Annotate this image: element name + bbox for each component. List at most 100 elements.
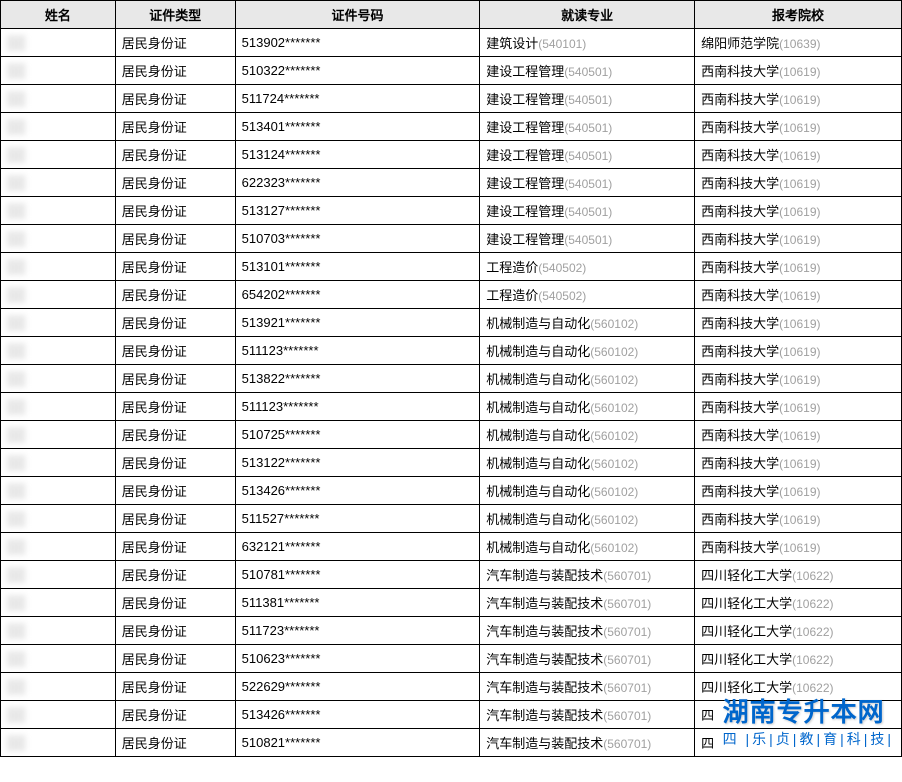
cell-major: 机械制造与自动化(560102)	[480, 505, 695, 533]
cell-major: 建筑设计(540101)	[480, 29, 695, 57]
cell-id-type: 居民身份证	[115, 421, 235, 449]
cell-id-number: 654202*******	[235, 281, 480, 309]
cell-id-type: 居民身份证	[115, 645, 235, 673]
cell-school: 四	[695, 701, 902, 729]
table-row: ██居民身份证513921*******机械制造与自动化(560102)西南科技…	[1, 309, 902, 337]
cell-name: ██	[1, 533, 116, 561]
cell-school: 西南科技大学(10619)	[695, 113, 902, 141]
cell-id-type: 居民身份证	[115, 701, 235, 729]
cell-id-number: 511123*******	[235, 393, 480, 421]
cell-major: 建设工程管理(540501)	[480, 169, 695, 197]
cell-id-type: 居民身份证	[115, 57, 235, 85]
cell-id-number: 510821*******	[235, 729, 480, 757]
table-row: ██居民身份证510725*******机械制造与自动化(560102)西南科技…	[1, 421, 902, 449]
header-type: 证件类型	[115, 1, 235, 29]
cell-name: ██	[1, 673, 116, 701]
cell-major: 机械制造与自动化(560102)	[480, 337, 695, 365]
cell-major: 建设工程管理(540501)	[480, 197, 695, 225]
cell-school: 四川轻化工大学(10622)	[695, 673, 902, 701]
cell-id-number: 513124*******	[235, 141, 480, 169]
table-row: ██居民身份证513902*******建筑设计(540101)绵阳师范学院(1…	[1, 29, 902, 57]
cell-id-type: 居民身份证	[115, 449, 235, 477]
cell-school: 西南科技大学(10619)	[695, 85, 902, 113]
cell-major: 汽车制造与装配技术(560701)	[480, 729, 695, 757]
cell-id-number: 513101*******	[235, 253, 480, 281]
roster-table: 姓名 证件类型 证件号码 就读专业 报考院校 ██居民身份证513902****…	[0, 0, 902, 757]
cell-school: 四川轻化工大学(10622)	[695, 561, 902, 589]
cell-id-type: 居民身份证	[115, 393, 235, 421]
cell-name: ██	[1, 589, 116, 617]
cell-id-type: 居民身份证	[115, 673, 235, 701]
cell-school: 绵阳师范学院(10639)	[695, 29, 902, 57]
cell-name: ██	[1, 197, 116, 225]
cell-school: 西南科技大学(10619)	[695, 281, 902, 309]
cell-id-number: 510703*******	[235, 225, 480, 253]
cell-name: ██	[1, 365, 116, 393]
cell-id-type: 居民身份证	[115, 561, 235, 589]
cell-id-number: 510725*******	[235, 421, 480, 449]
cell-school: 西南科技大学(10619)	[695, 505, 902, 533]
cell-id-type: 居民身份证	[115, 85, 235, 113]
cell-major: 建设工程管理(540501)	[480, 57, 695, 85]
cell-name: ██	[1, 729, 116, 757]
cell-school: 西南科技大学(10619)	[695, 225, 902, 253]
cell-school: 西南科技大学(10619)	[695, 141, 902, 169]
cell-school: 西南科技大学(10619)	[695, 309, 902, 337]
cell-name: ██	[1, 309, 116, 337]
table-row: ██居民身份证511123*******机械制造与自动化(560102)西南科技…	[1, 337, 902, 365]
cell-id-type: 居民身份证	[115, 617, 235, 645]
header-major: 就读专业	[480, 1, 695, 29]
table-row: ██居民身份证511123*******机械制造与自动化(560102)西南科技…	[1, 393, 902, 421]
cell-school: 四川轻化工大学(10622)	[695, 645, 902, 673]
cell-id-type: 居民身份证	[115, 197, 235, 225]
header-name: 姓名	[1, 1, 116, 29]
cell-major: 建设工程管理(540501)	[480, 225, 695, 253]
cell-id-number: 511724*******	[235, 85, 480, 113]
cell-name: ██	[1, 253, 116, 281]
cell-id-type: 居民身份证	[115, 533, 235, 561]
cell-major: 机械制造与自动化(560102)	[480, 309, 695, 337]
cell-major: 机械制造与自动化(560102)	[480, 449, 695, 477]
cell-id-number: 510322*******	[235, 57, 480, 85]
cell-major: 机械制造与自动化(560102)	[480, 421, 695, 449]
table-row: ██居民身份证513101*******工程造价(540502)西南科技大学(1…	[1, 253, 902, 281]
cell-major: 汽车制造与装配技术(560701)	[480, 589, 695, 617]
cell-id-type: 居民身份证	[115, 477, 235, 505]
header-school: 报考院校	[695, 1, 902, 29]
cell-name: ██	[1, 281, 116, 309]
table-row: ██居民身份证513122*******机械制造与自动化(560102)西南科技…	[1, 449, 902, 477]
cell-id-number: 511123*******	[235, 337, 480, 365]
cell-id-number: 513822*******	[235, 365, 480, 393]
cell-id-type: 居民身份证	[115, 729, 235, 757]
table-row: ██居民身份证622323*******建设工程管理(540501)西南科技大学…	[1, 169, 902, 197]
cell-id-type: 居民身份证	[115, 589, 235, 617]
cell-school: 西南科技大学(10619)	[695, 57, 902, 85]
cell-major: 机械制造与自动化(560102)	[480, 533, 695, 561]
cell-id-type: 居民身份证	[115, 281, 235, 309]
cell-name: ██	[1, 421, 116, 449]
cell-name: ██	[1, 393, 116, 421]
cell-school: 四川轻化工大学(10622)	[695, 589, 902, 617]
cell-major: 汽车制造与装配技术(560701)	[480, 701, 695, 729]
cell-id-number: 513902*******	[235, 29, 480, 57]
cell-major: 工程造价(540502)	[480, 281, 695, 309]
table-row: ██居民身份证632121*******机械制造与自动化(560102)西南科技…	[1, 533, 902, 561]
cell-major: 汽车制造与装配技术(560701)	[480, 561, 695, 589]
cell-name: ██	[1, 701, 116, 729]
cell-id-number: 510623*******	[235, 645, 480, 673]
table-row: ██居民身份证513124*******建设工程管理(540501)西南科技大学…	[1, 141, 902, 169]
cell-id-number: 511723*******	[235, 617, 480, 645]
cell-id-type: 居民身份证	[115, 225, 235, 253]
table-row: ██居民身份证654202*******工程造价(540502)西南科技大学(1…	[1, 281, 902, 309]
cell-name: ██	[1, 477, 116, 505]
cell-id-number: 513401*******	[235, 113, 480, 141]
cell-major: 建设工程管理(540501)	[480, 113, 695, 141]
cell-major: 机械制造与自动化(560102)	[480, 393, 695, 421]
table-row: ██居民身份证510322*******建设工程管理(540501)西南科技大学…	[1, 57, 902, 85]
cell-major: 建设工程管理(540501)	[480, 85, 695, 113]
table-row: ██居民身份证510821*******汽车制造与装配技术(560701)四	[1, 729, 902, 757]
cell-name: ██	[1, 645, 116, 673]
cell-name: ██	[1, 141, 116, 169]
cell-school: 西南科技大学(10619)	[695, 365, 902, 393]
cell-school: 四川轻化工大学(10622)	[695, 617, 902, 645]
